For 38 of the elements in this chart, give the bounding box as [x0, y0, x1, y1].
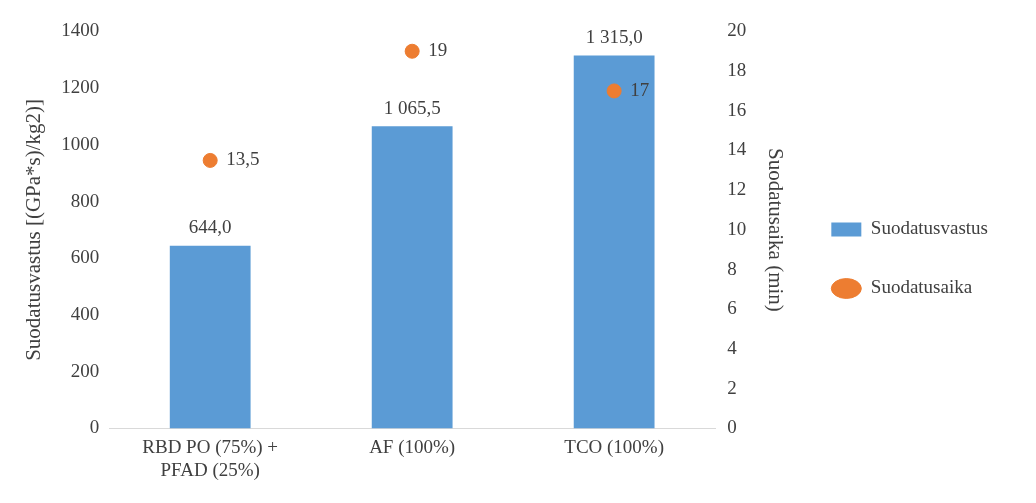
- legend-label: Suodatusvastus: [870, 217, 989, 239]
- y-tick-label: 1000: [61, 132, 100, 154]
- y2-tick-label: 2: [727, 376, 737, 398]
- x-tick-label: TCO (100%): [564, 435, 665, 458]
- x-tick-label: RBD PO (75%) + PFAD (25%): [142, 435, 279, 481]
- data-label: 13,5: [226, 148, 260, 170]
- y-tick-label: 400: [70, 302, 100, 324]
- data-label: 1 065,5: [383, 96, 441, 118]
- data-label: 1 315,0: [585, 25, 643, 47]
- bar: [573, 55, 655, 429]
- y2-tick-label: 12: [727, 178, 747, 200]
- y-tick-label: 800: [70, 189, 100, 211]
- y-tick-label: 600: [70, 246, 100, 268]
- y2-tick-label: 0: [727, 416, 737, 438]
- bar: [371, 126, 453, 429]
- y2-axis-title: Suodatusaika (min): [764, 147, 789, 312]
- y-tick-label: 1400: [61, 19, 100, 41]
- legend-label: Suodatusaika: [870, 276, 973, 298]
- y-tick-label: 1200: [61, 76, 100, 98]
- y2-tick-label: 20: [727, 19, 747, 41]
- point: [202, 152, 218, 168]
- point: [606, 83, 622, 99]
- y2-tick-label: 10: [727, 217, 747, 239]
- data-label: 17: [630, 78, 650, 100]
- y2-tick-label: 16: [727, 98, 747, 120]
- point: [404, 43, 420, 59]
- x-tick-label: AF (100%): [369, 435, 456, 458]
- y2-tick-label: 8: [727, 257, 737, 279]
- y-tick-label: 200: [70, 359, 100, 381]
- y2-tick-label: 4: [727, 336, 738, 358]
- data-label: 644,0: [188, 216, 232, 238]
- y-axis-title: Suodatusvastus [(GPa*s)/kg2)]: [21, 98, 46, 361]
- y2-tick-label: 18: [727, 59, 747, 81]
- y-tick-label: 0: [89, 416, 100, 438]
- data-label: 19: [428, 39, 448, 61]
- y2-tick-label: 6: [727, 297, 737, 319]
- bar: [169, 245, 251, 429]
- y2-tick-label: 14: [727, 138, 747, 160]
